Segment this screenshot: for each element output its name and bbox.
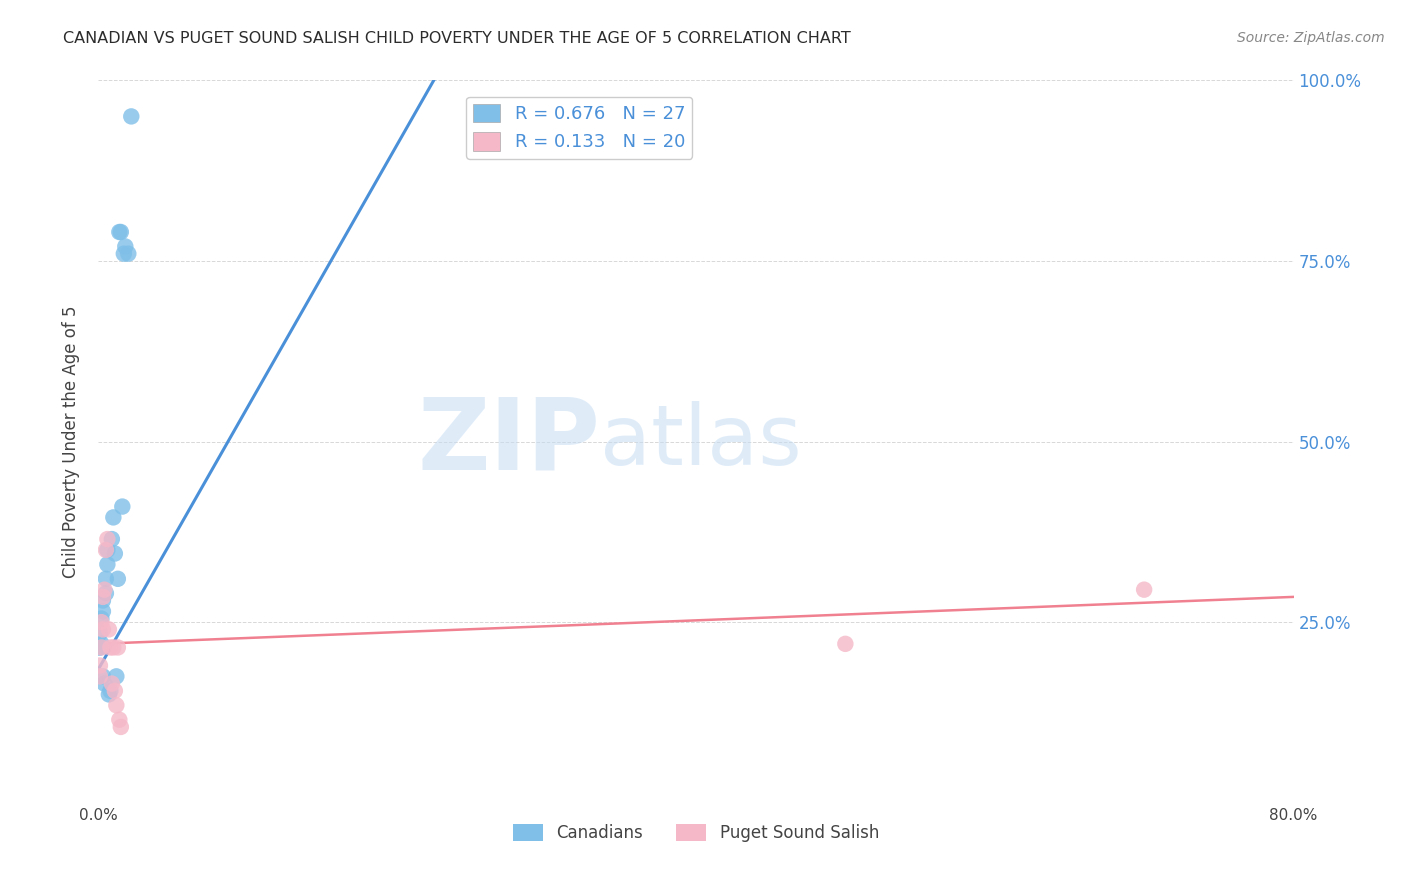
Point (94, 586, 117, 600)
Point (97, 623, 120, 637)
Point (98, 683, 122, 698)
Point (93, 676, 115, 690)
Point (98, 640, 122, 655)
Point (110, 225, 132, 239)
Point (101, 676, 124, 690)
Text: ZIP: ZIP (418, 393, 600, 490)
Point (90, 615, 112, 630)
Point (112, 246, 135, 260)
Point (91, 593, 114, 607)
Point (96, 532, 118, 546)
Point (90, 611, 112, 625)
Point (91, 669, 114, 683)
Text: CANADIAN VS PUGET SOUND SALISH CHILD POVERTY UNDER THE AGE OF 5 CORRELATION CHAR: CANADIAN VS PUGET SOUND SALISH CHILD POV… (63, 31, 851, 46)
Legend: Canadians, Puget Sound Salish: Canadians, Puget Sound Salish (506, 817, 886, 848)
Point (108, 713, 131, 727)
Point (91, 623, 114, 637)
Point (110, 720, 132, 734)
Point (834, 637, 856, 651)
Point (94, 542, 117, 557)
Point (89, 626, 111, 640)
Point (111, 500, 134, 514)
Text: atlas: atlas (600, 401, 801, 482)
Point (117, 246, 139, 260)
Point (103, 510, 125, 524)
Point (105, 669, 128, 683)
Point (1133, 582, 1156, 597)
Point (89, 669, 111, 683)
Point (101, 532, 124, 546)
Point (105, 698, 128, 713)
Y-axis label: Child Poverty Under the Age of 5: Child Poverty Under the Age of 5 (62, 305, 80, 578)
Point (108, 225, 131, 239)
Point (91, 590, 114, 604)
Point (96, 558, 118, 572)
Point (94, 572, 117, 586)
Point (103, 640, 125, 655)
Point (120, 110, 142, 124)
Point (104, 683, 127, 698)
Point (107, 640, 129, 655)
Point (90, 640, 112, 655)
Point (89, 640, 111, 655)
Point (91, 604, 114, 618)
Point (114, 239, 136, 253)
Point (104, 547, 127, 561)
Point (89, 658, 111, 673)
Point (96, 542, 118, 557)
Point (97, 687, 120, 701)
Point (89, 640, 111, 655)
Point (93, 582, 115, 597)
Text: Source: ZipAtlas.com: Source: ZipAtlas.com (1237, 31, 1385, 45)
Point (90, 637, 112, 651)
Point (107, 572, 129, 586)
